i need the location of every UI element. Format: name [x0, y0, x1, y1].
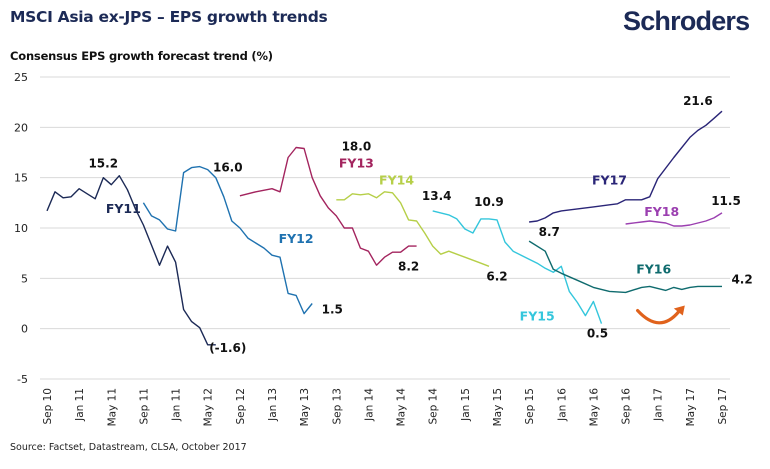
x-tick-label: Jan 17: [653, 388, 665, 422]
arrow-head-icon: [673, 305, 685, 316]
series-label-fy13: FY13: [339, 156, 374, 171]
series-label-fy18: FY18: [644, 204, 679, 219]
y-tick-label: 20: [14, 121, 28, 134]
x-axis-ticks: Sep 10 Jan 11 May 11 Sep 11 Jan 11 May 12 Sep …: [42, 388, 729, 427]
data-label: 8.7: [539, 225, 560, 239]
y-axis-ticks: -5 0 5 10 15 20 25: [14, 71, 28, 386]
series-line-fy15: [432, 210, 603, 324]
data-label: 13.4: [422, 189, 452, 203]
x-tick-label: Jan 11: [74, 388, 86, 422]
data-label: 15.2: [88, 157, 118, 171]
data-label: 10.9: [474, 195, 504, 209]
x-tick-label: May 15: [492, 388, 504, 426]
series-line-fy14: [336, 191, 490, 267]
schroders-logo: Schroders: [623, 6, 750, 36]
data-label: 18.0: [342, 139, 372, 153]
x-tick-label: May 13: [299, 388, 311, 426]
x-tick-label: Sep 12: [235, 388, 247, 425]
data-label: 4.2: [731, 272, 752, 286]
series-label-fy16: FY16: [636, 261, 671, 276]
series-line-fy16: [528, 240, 722, 294]
series-lines: [46, 110, 723, 346]
series-label-fy15: FY15: [520, 309, 555, 324]
series-line-fy11: [46, 174, 216, 346]
data-label: 21.6: [683, 94, 713, 108]
series-label-fy14: FY14: [379, 173, 414, 188]
x-tick-label: May 17: [685, 388, 697, 426]
data-label: 1.5: [322, 303, 343, 317]
data-label: 8.2: [398, 259, 419, 273]
data-label: 16.0: [213, 161, 243, 175]
series-label-fy12: FY12: [279, 231, 314, 246]
x-tick-label: Sep 14: [428, 388, 440, 425]
series-label-fy11: FY11: [106, 201, 141, 216]
x-tick-label: Jan 15: [460, 388, 472, 422]
data-labels: FY11 15.2 (-1.6) FY12 16.0 1.5 FY13 18.0 8.2 FY14…: [88, 94, 752, 355]
x-tick-label: Sep 15: [524, 388, 536, 425]
chart-title: MSCI Asia ex-JPS – EPS growth trends: [10, 8, 328, 26]
series-line-fy12: [142, 165, 313, 315]
y-tick-label: -5: [17, 373, 28, 386]
y-tick-label: 25: [14, 71, 28, 84]
x-tick-label: Jan 11: [171, 388, 183, 422]
y-tick-label: 15: [14, 172, 28, 185]
x-tick-label: Sep 17: [717, 388, 729, 425]
data-label: (-1.6): [209, 341, 246, 355]
y-tick-label: 0: [21, 323, 28, 336]
annotations: [636, 305, 685, 325]
x-tick-label: May 12: [203, 388, 215, 426]
curved-arrow: [636, 308, 681, 325]
y-tick-label: 10: [14, 222, 28, 235]
series-line-fy18: [625, 212, 723, 227]
gridlines: [40, 76, 730, 380]
x-tick-label: Jan 16: [556, 388, 568, 422]
series-line-fy13: [239, 146, 417, 266]
x-tick-label: Jan 13: [267, 388, 279, 422]
x-tick-label: May 16: [588, 388, 600, 427]
series-line-fy17: [529, 110, 723, 223]
x-tick-label: Sep 16: [621, 388, 633, 425]
data-label: 6.2: [486, 269, 507, 283]
chart-subtitle: Consensus EPS growth forecast trend (%): [10, 49, 273, 63]
x-tick-label: Sep 11: [138, 388, 150, 425]
x-tick-label: Jan 14: [363, 388, 375, 422]
source-note: Source: Factset, Datastream, CLSA, Octob…: [10, 442, 247, 453]
y-tick-label: 5: [21, 272, 28, 285]
x-tick-label: May 11: [106, 388, 118, 426]
data-label: 0.5: [587, 327, 608, 341]
x-tick-label: May 14: [396, 388, 408, 427]
x-tick-label: Sep 13: [331, 388, 343, 425]
series-label-fy17: FY17: [592, 173, 627, 188]
x-tick-label: Sep 10: [42, 388, 54, 425]
data-label: 11.5: [711, 194, 741, 208]
